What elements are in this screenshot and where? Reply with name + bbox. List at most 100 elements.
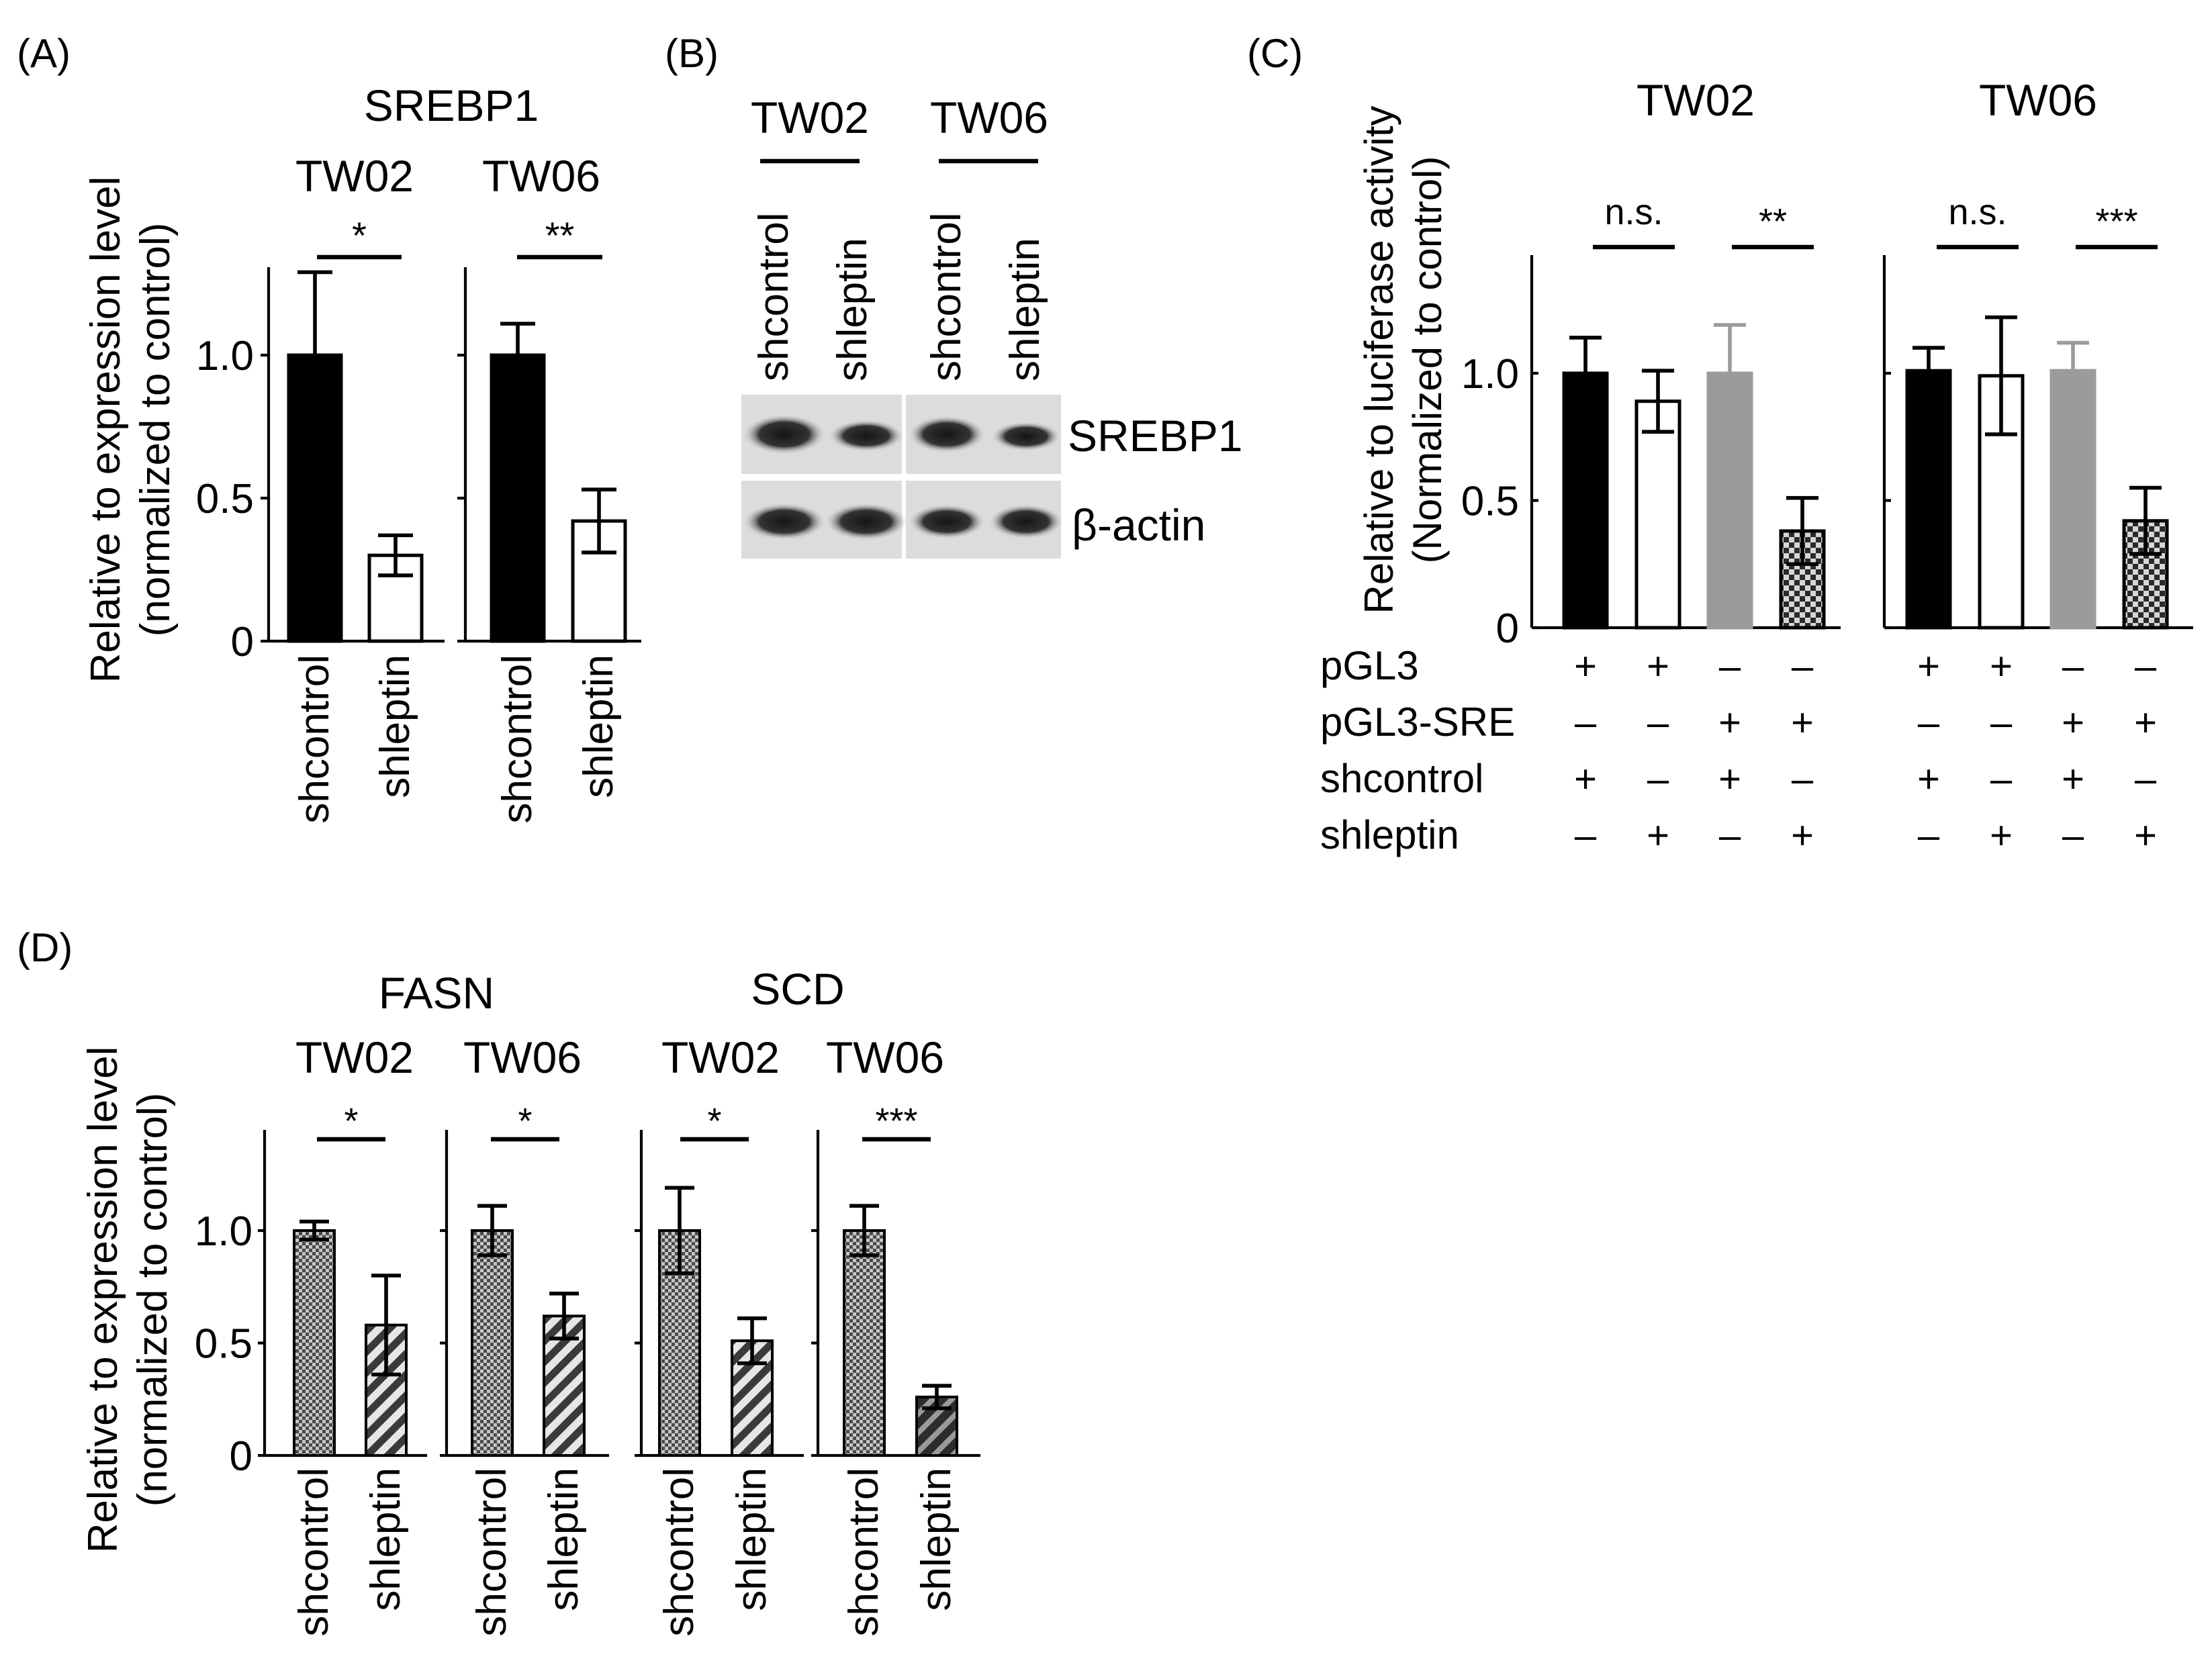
blot-lane-label: shcontrol [923,212,970,381]
x-category-label: shcontrol [469,1468,515,1637]
panel-label-d: (D) [17,925,73,970]
panel-d-ylabel-line2: (normalized to control) [130,1093,176,1507]
x-category-label: shleptin [913,1468,960,1611]
condition-mark: + [1718,701,1741,745]
x-category-label: shcontrol [291,1468,337,1637]
y-tick-label: 0 [230,1433,252,1480]
x-category-label: shleptin [541,1468,587,1611]
significance-mark: n.s. [1604,192,1663,232]
panel-a-ylabel-line1: Relative to expression level [83,177,129,683]
significance-mark: ** [1759,201,1787,242]
band-srebp1-tw06-shcontrol [908,416,986,453]
significance-mark: n.s. [1948,192,2007,232]
condition-mark: – [2062,814,2084,857]
bar-tw02-2 [1634,399,1681,630]
condition-mark: + [2062,701,2084,745]
significance-mark: * [344,1101,358,1141]
blot-lane-label: shcontrol [751,212,797,381]
bar-fasn-tw02-shcontrol [293,1229,336,1457]
bar-fasn-tw06-shcontrol [471,1229,514,1457]
condition-mark: + [2134,814,2157,857]
x-category-label: shcontrol [656,1468,702,1637]
panel-a: (A) SREBP1 Relative to expression level … [17,31,641,824]
condition-mark: – [2135,757,2157,801]
band-srebp1-tw06-shleptin [991,422,1061,451]
condition-mark: + [2134,701,2157,745]
bar-tw06-3 [2049,369,2096,630]
significance-mark: * [352,214,367,256]
condition-mark: + [1917,644,1940,688]
condition-mark: + [1917,757,1940,801]
y-tick-label: 0 [231,619,254,665]
significance-mark: *** [2095,201,2137,242]
condition-mark: + [1718,757,1741,801]
bar-scd-tw06-shcontrol [843,1229,886,1457]
panel-c-chart: 0 0.5 1.0 TW02 n.s. ** TW06 n.s. *** [1461,75,2193,652]
band-actin-tw02-shcontrol [743,503,826,540]
western-blot [739,392,1064,561]
condition-mark: + [1574,757,1597,801]
condition-mark: – [1792,644,1814,688]
condition-mark: + [2062,757,2084,801]
group-title: TW06 [482,151,600,201]
condition-row-label: shleptin [1320,812,1459,857]
x-category-label: shleptin [363,1468,409,1611]
condition-row-label: pGL3-SRE [1320,700,1515,745]
group-title: TW06 [463,1033,582,1082]
blot-line-tw02: TW02 [751,93,869,142]
significance-mark: ** [545,214,575,256]
panel-a-gene-title: SREBP1 [364,81,539,130]
condition-mark: + [1647,644,1669,688]
condition-mark: + [1990,814,2013,857]
panel-a-chart: 0 0.5 1.0 TW02 * shcontrol shleptin TW06 ** shcon… [196,151,641,824]
blot-line-tw06: TW06 [930,93,1048,142]
band-actin-tw02-shleptin [825,503,908,540]
band-srebp1-tw02-shcontrol [743,414,826,454]
panel-d-chart: 0 0.5 1.0 TW02 * shcontrol shleptin TW06 * shcont… [195,1033,980,1637]
bar-tw02-shcontrol [287,353,343,643]
x-category-label: shleptin [575,655,622,798]
blot-band-label-srebp1: SREBP1 [1068,411,1242,461]
condition-row-label: shcontrol [1320,756,1483,801]
condition-mark: – [1575,814,1597,857]
bar-tw06-shcontrol [490,353,546,643]
y-tick-label: 0.5 [196,476,254,522]
significance-mark: * [707,1101,721,1141]
condition-mark: – [2135,644,2157,688]
x-category-label: shleptin [729,1468,775,1611]
panel-d-gene-title-fasn: FASN [379,968,494,1018]
band-actin-tw06-shleptin [988,504,1064,539]
condition-mark: – [1990,757,2013,801]
group-title: TW02 [1637,75,1755,125]
band-actin-tw06-shcontrol [908,504,986,539]
condition-mark: – [1719,814,1741,857]
significance-mark: * [518,1101,532,1141]
panel-c-ylabel-line2: (Normalized to control) [1405,156,1450,564]
significance-mark: *** [875,1101,917,1141]
condition-mark: – [1647,757,1669,801]
condition-mark: + [1791,814,1814,857]
bar-tw02-3 [1706,371,1753,630]
condition-mark: – [1719,644,1741,688]
bar-tw02-1 [1562,371,1609,630]
panel-b: (B) TW02 TW06 shcontrol shleptin shcontr… [665,31,1242,561]
y-tick-label: 0.5 [195,1321,252,1368]
panel-label-c: (C) [1247,31,1303,76]
x-category-label: shcontrol [841,1468,887,1637]
band-srebp1-tw02-shleptin [829,420,904,452]
y-tick-label: 1.0 [196,333,254,379]
y-tick-label: 1.0 [1461,351,1519,397]
group-title: TW06 [1979,75,2097,125]
condition-mark: + [1647,814,1669,857]
panel-a-ylabel-line2: (normalized to control) [132,223,179,637]
x-category-label: shcontrol [291,655,338,824]
x-category-label: shleptin [372,655,418,798]
condition-row-label: pGL3 [1320,643,1419,688]
y-tick-label: 0.5 [1461,479,1519,525]
condition-table: + + – – + + – – – – + + – – + + + – + – + – + – – + – + – + – + [1574,644,2157,857]
condition-mark: – [1918,701,1940,745]
blot-lane-label: shleptin [829,238,876,381]
x-category-label: shcontrol [494,655,541,824]
panel-d-ylabel-line1: Relative to expression level [80,1047,126,1553]
